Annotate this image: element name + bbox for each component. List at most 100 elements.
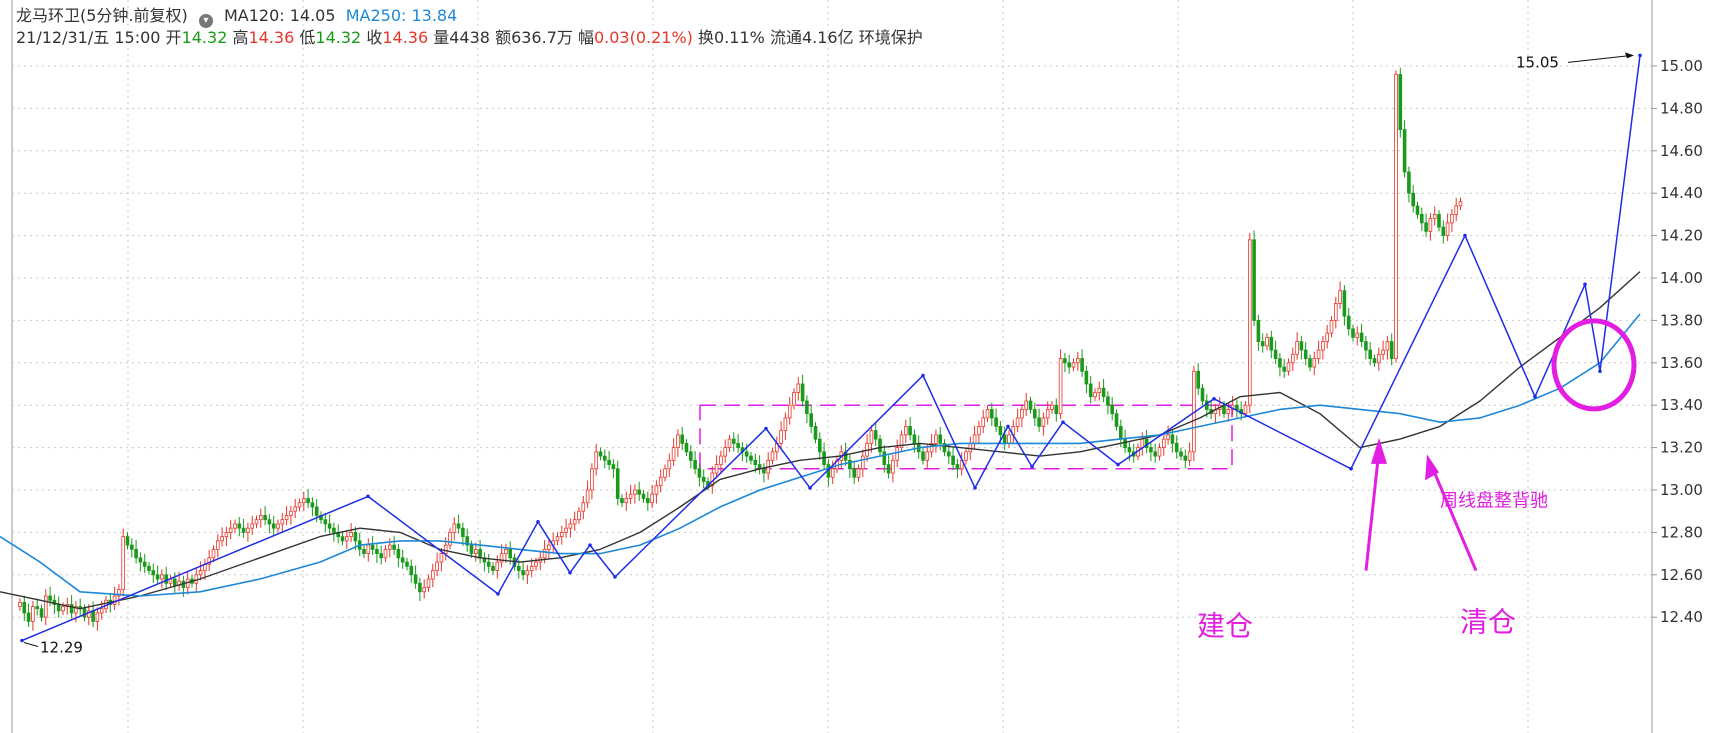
candle-body — [306, 498, 310, 504]
candle-body — [1338, 290, 1342, 304]
candle-body — [1346, 315, 1351, 330]
candle-body — [1381, 349, 1385, 355]
candle-body — [517, 565, 521, 571]
candle-body — [117, 589, 121, 597]
candle-body — [1342, 290, 1347, 317]
candle-body — [689, 451, 693, 461]
annotation-weekly-divergence: 周线盘整背驰 — [1440, 491, 1548, 512]
candle-body — [572, 519, 577, 525]
candle-body — [1119, 425, 1123, 440]
candle-body — [26, 612, 31, 622]
candle-body — [430, 570, 435, 580]
candle-body — [392, 544, 396, 550]
candle-body — [1385, 341, 1390, 351]
candle-body — [422, 587, 426, 593]
candle-body — [1351, 328, 1355, 338]
candle-body — [1007, 434, 1011, 444]
candle-body — [1162, 438, 1166, 448]
candle-body — [233, 523, 237, 529]
candle-body — [1458, 201, 1463, 207]
candle-body — [267, 519, 272, 525]
candle-body — [1196, 370, 1201, 389]
candle-body — [151, 570, 156, 576]
candle-body — [904, 425, 908, 436]
candle-body — [1067, 362, 1072, 368]
candle-body — [362, 548, 366, 554]
candle-body — [723, 447, 727, 457]
candle-body — [499, 553, 504, 563]
candle-body — [349, 532, 353, 538]
candle-body — [409, 565, 414, 576]
candle-body — [1394, 74, 1398, 359]
candle-body — [994, 417, 998, 427]
candle-body — [796, 383, 801, 393]
zigzag-point — [1212, 397, 1216, 401]
candle-body — [1063, 358, 1067, 364]
candle-body — [478, 548, 482, 559]
candle-body — [1200, 387, 1205, 402]
candle-body — [792, 392, 796, 406]
zigzag-point — [973, 486, 977, 490]
change-value: 0.03(0.21%) — [593, 28, 693, 47]
candle-body — [147, 565, 151, 571]
candle-body — [1045, 409, 1050, 419]
candle-body — [684, 442, 689, 453]
candle-body — [18, 601, 22, 607]
candle-body — [383, 548, 388, 559]
candle-body — [465, 536, 469, 546]
candle-body — [254, 519, 259, 525]
candle-body — [22, 601, 27, 614]
zigzag-point — [1349, 467, 1353, 471]
candle-body — [491, 565, 495, 571]
high-label: 高 — [232, 28, 249, 47]
candle-body — [787, 404, 792, 419]
open-value: 14.32 — [181, 28, 228, 47]
stock-name: 龙马环卫(5分钟.前复权) — [16, 6, 188, 25]
high-price-label: 15.05 — [1516, 53, 1559, 71]
candle-body — [873, 430, 878, 440]
candle-body — [628, 493, 633, 499]
candle-body — [452, 523, 457, 533]
candle-body — [387, 544, 392, 550]
zigzag-point — [764, 426, 768, 431]
candle-body — [990, 409, 994, 419]
y-tick-label: 13.80 — [1660, 311, 1703, 329]
candle-body — [891, 459, 895, 474]
y-tick-label: 14.80 — [1660, 99, 1703, 117]
candle-body — [1058, 358, 1063, 415]
zigzag-point — [808, 486, 812, 490]
candle-body — [435, 561, 439, 571]
candle-body — [615, 468, 620, 499]
candle-body — [1174, 442, 1179, 453]
candle-body — [714, 464, 719, 474]
candle-body — [607, 459, 611, 465]
candle-body — [878, 438, 882, 453]
candle-body — [938, 434, 942, 444]
zigzag-point — [1598, 369, 1602, 374]
candle-body — [762, 468, 766, 474]
candle-body — [1256, 319, 1261, 342]
candle-body — [1321, 341, 1325, 351]
candle-body — [1398, 74, 1403, 131]
build-arrow-shaft — [1364, 449, 1381, 571]
candle-body — [663, 468, 667, 478]
build-arrow-head — [1371, 437, 1387, 464]
candle-body — [1428, 218, 1433, 232]
candle-body — [1269, 336, 1274, 351]
candle-body — [753, 459, 758, 465]
candle-body — [220, 536, 224, 542]
candle-body — [534, 561, 538, 567]
candle-body — [39, 608, 44, 618]
candle-body — [1368, 349, 1373, 359]
annotation-build-position: 建仓 — [1197, 610, 1253, 643]
float-shares-label: 流通4.16亿 — [769, 28, 854, 47]
candle-body — [818, 438, 822, 453]
dropdown-icon[interactable]: ▾ — [198, 14, 213, 28]
candle-body — [886, 464, 891, 474]
candle-body — [400, 557, 405, 563]
candle-body — [1076, 358, 1080, 364]
y-tick-label: 13.60 — [1660, 354, 1703, 372]
candle-body — [1123, 438, 1127, 448]
candle-body — [164, 574, 169, 584]
